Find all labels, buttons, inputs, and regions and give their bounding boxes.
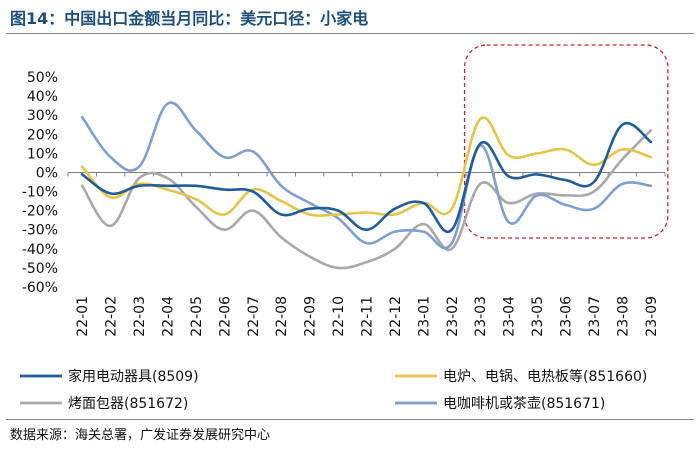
x-tick-label: 23-04	[502, 296, 518, 337]
x-tick-label: 22-09	[303, 296, 319, 337]
y-tick-label: -40%	[22, 242, 58, 258]
x-tick-label: 23-07	[587, 296, 603, 337]
source-divider	[6, 419, 694, 420]
x-tick-label: 22-10	[331, 296, 347, 337]
x-tick-label: 22-01	[75, 296, 91, 337]
series-line-3	[80, 101, 653, 250]
x-tick-label: 23-02	[445, 296, 461, 337]
y-tick-label: 30%	[27, 108, 58, 124]
y-tick-label: -60%	[22, 280, 58, 296]
x-tick-label: 22-04	[161, 296, 177, 337]
y-tick-label: 50%	[27, 70, 58, 86]
y-tick-label: 10%	[27, 146, 58, 162]
y-tick-label: -20%	[22, 204, 58, 220]
x-tick-label: 22-05	[189, 296, 205, 337]
x-tick-label: 23-01	[416, 296, 432, 337]
y-tick-label: -30%	[22, 223, 58, 239]
x-tick-label: 22-12	[388, 296, 404, 337]
chart-title: 图14：中国出口金额当月同比：美元口径：小家电	[10, 9, 369, 28]
highlight-box	[463, 44, 669, 239]
x-tick-label: 22-07	[246, 296, 262, 337]
source-note: 数据来源：海关总署，广发证券发展研究中心	[10, 428, 271, 443]
series-lines	[80, 101, 653, 270]
x-tick-label: 23-08	[615, 296, 631, 337]
legend-label-0: 家用电动器具(8509)	[68, 368, 199, 385]
x-tick-label: 22-11	[360, 296, 376, 337]
y-tick-label: 20%	[27, 127, 58, 143]
y-tick-label: -10%	[22, 185, 58, 201]
series-line-2	[80, 129, 653, 270]
x-tick-label: 23-06	[559, 296, 575, 337]
series-line-1	[80, 116, 653, 217]
y-tick-label: -50%	[22, 261, 58, 277]
x-tick-label: 23-05	[530, 296, 546, 337]
legend-label-2: 烤面包器(851672)	[68, 396, 188, 412]
legend-label-3: 电咖啡机或茶壶(851671)	[443, 396, 605, 412]
x-tick-label: 22-08	[274, 296, 290, 337]
x-tick-label: 22-02	[104, 296, 120, 337]
x-tick-label: 22-06	[217, 296, 233, 337]
title-divider	[6, 33, 694, 34]
x-tick-label: 22-03	[132, 296, 148, 337]
highlight-rect	[463, 44, 669, 239]
x-tick-label: 23-03	[473, 296, 489, 337]
x-tick-label: 23-09	[644, 296, 660, 337]
y-tick-label: 0%	[36, 165, 58, 181]
series-line-0	[80, 121, 653, 234]
legend: 家用电动器具(8509) 电炉、电锅、电热板等(851660) 烤面包器(85167…	[20, 368, 647, 412]
y-tick-label: 40%	[27, 89, 58, 105]
legend-label-1: 电炉、电锅、电热板等(851660)	[443, 368, 647, 385]
chart-axes: 50% 40% 30% 20% 10% 0% -10% -20% -30% -40% -50% -60…	[22, 70, 666, 337]
